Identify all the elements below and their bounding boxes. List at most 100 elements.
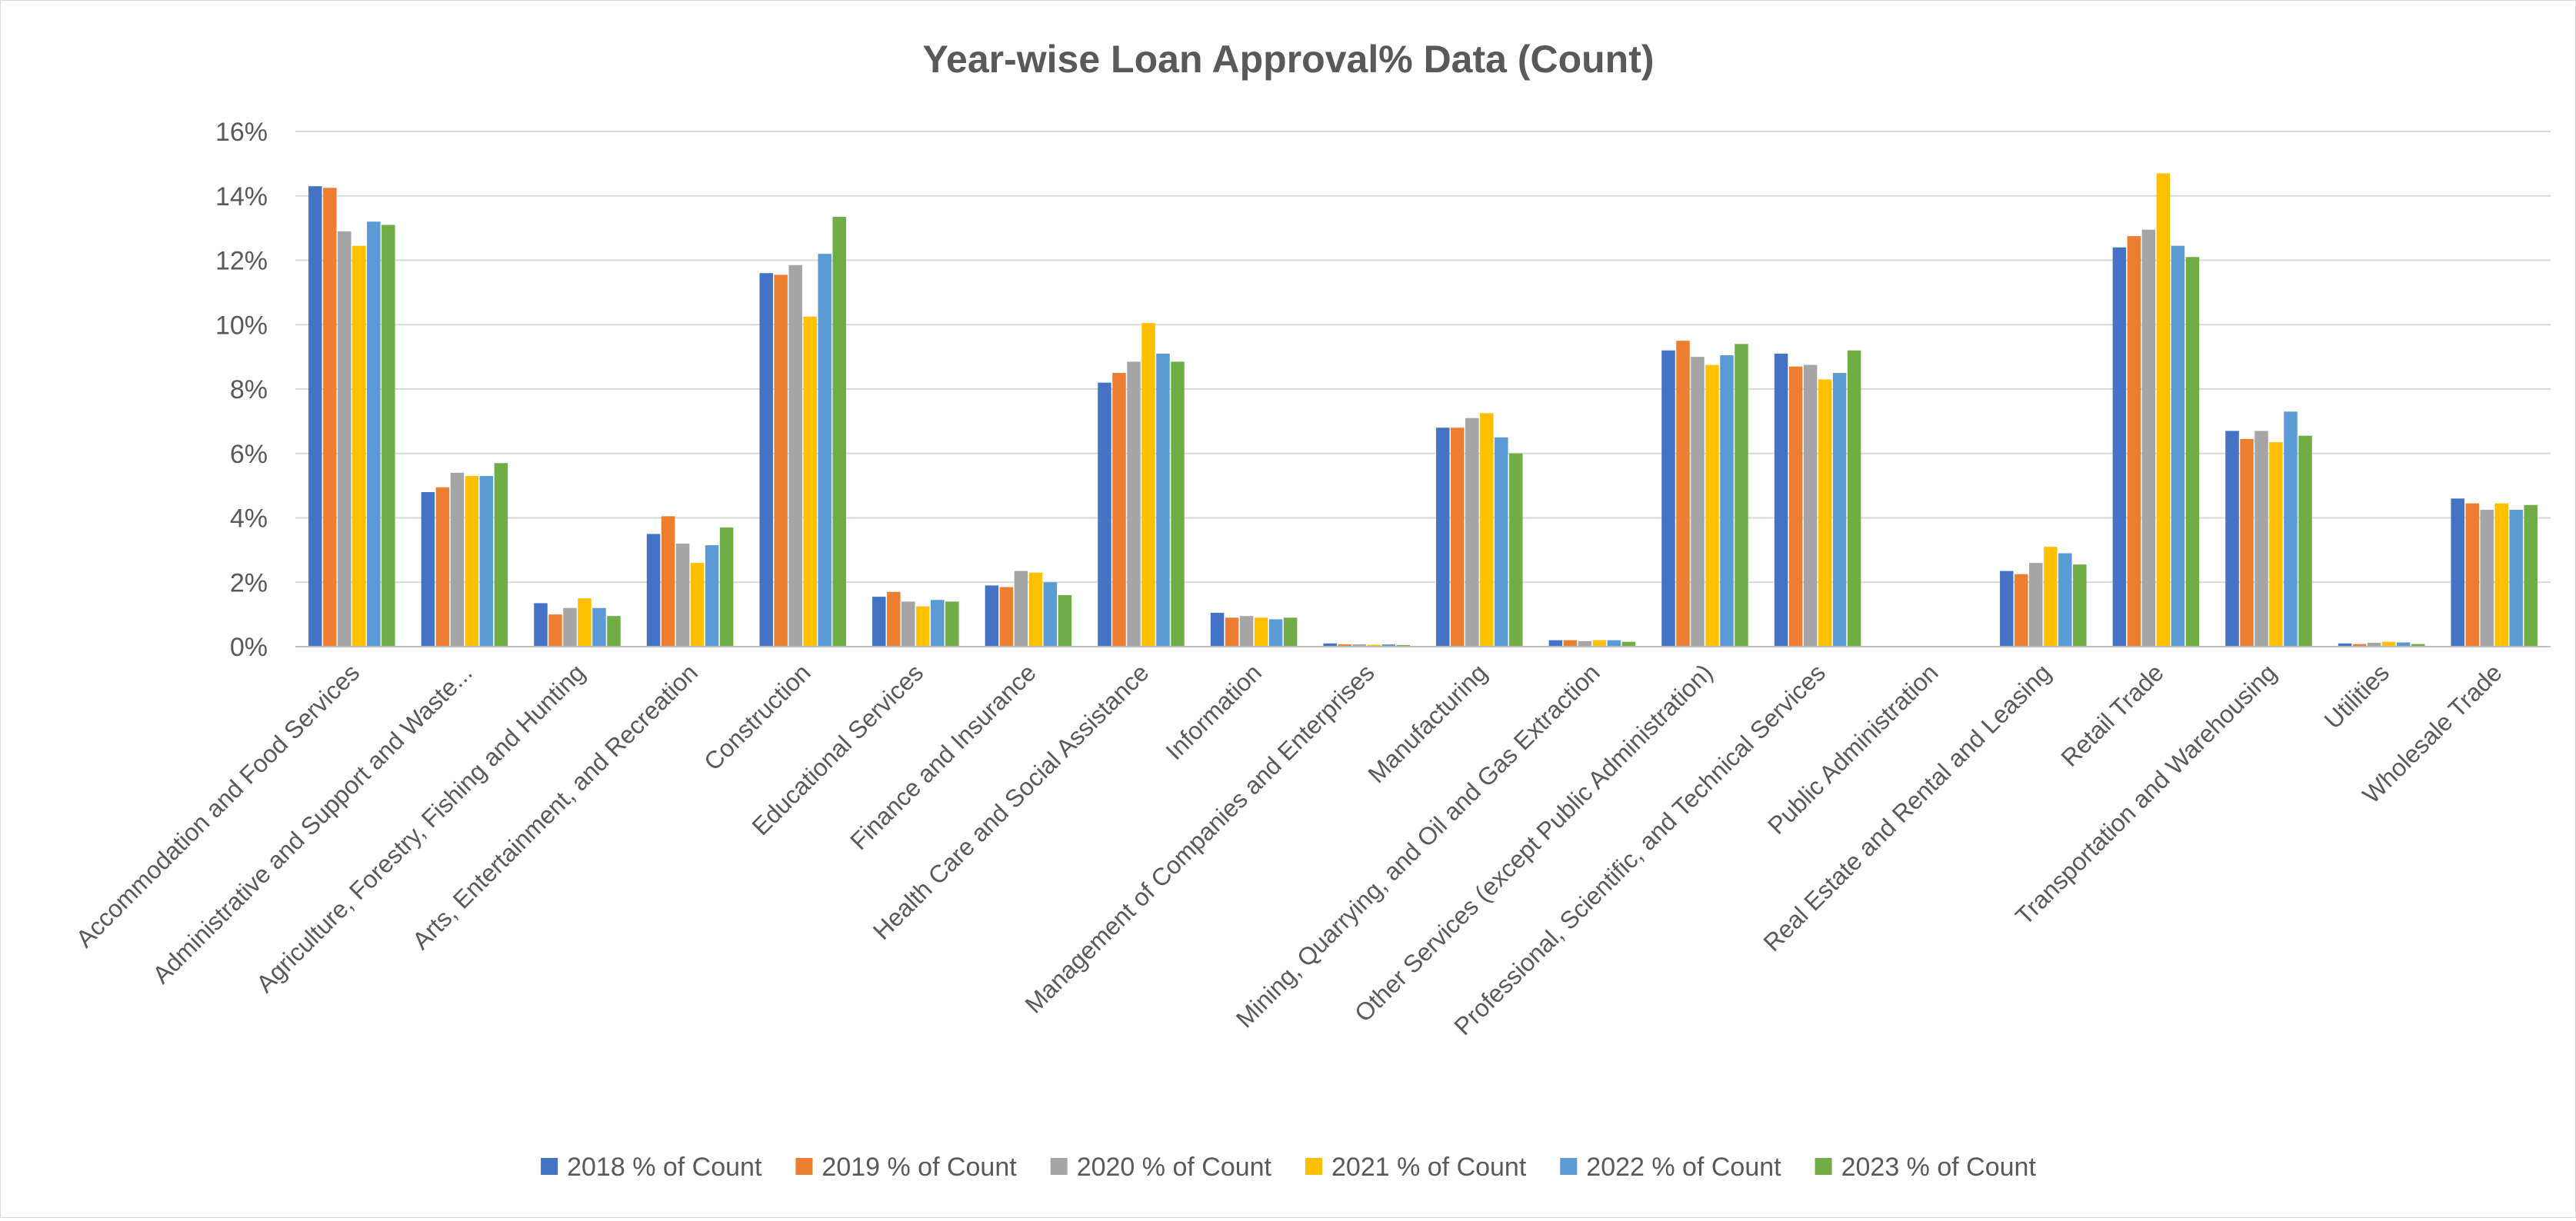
y-tick-label: 6% [230, 440, 268, 469]
bar [2171, 245, 2185, 647]
bar [2112, 247, 2127, 647]
bar [2269, 442, 2283, 647]
bar [872, 597, 886, 647]
bar [1283, 617, 1298, 647]
bar [2451, 498, 2464, 647]
bar [1607, 640, 1621, 647]
legend-item: 2019 % of Count [795, 1153, 1017, 1182]
legend-swatch [1815, 1158, 1832, 1175]
bar [1480, 413, 1494, 647]
x-tick-label: Utilities [2319, 658, 2394, 734]
bar [1043, 582, 1058, 647]
legend-label: 2022 % of Count [1586, 1153, 1781, 1182]
bar [1141, 323, 1155, 647]
bar [1705, 364, 1719, 647]
bar [2141, 229, 2156, 647]
bar [1803, 364, 1818, 647]
bar [2298, 435, 2312, 647]
bar [323, 188, 337, 647]
legend-item: 2018 % of Count [541, 1153, 762, 1182]
bar [690, 563, 705, 647]
y-tick-label: 0% [230, 633, 268, 662]
bar [1548, 640, 1563, 647]
bar [916, 606, 930, 647]
bar [661, 516, 675, 647]
bar [2509, 510, 2523, 647]
bar [1225, 617, 1239, 647]
x-tick-label: Manufacturing [1362, 658, 1492, 788]
y-axis-ticks: 0% 2% 4% 6% 8% 10% 12% 14% 16% [215, 118, 268, 662]
bars [308, 173, 2538, 647]
bar [999, 587, 1014, 647]
bar [2127, 236, 2141, 647]
bar [2381, 641, 2396, 647]
bar [1058, 595, 1072, 647]
bar [1127, 361, 1141, 647]
bar [2225, 431, 2239, 647]
bar [1720, 355, 1734, 647]
bar [2352, 644, 2367, 647]
bar [338, 231, 352, 647]
bar [2465, 503, 2479, 647]
bar [1451, 428, 1465, 647]
bar [1268, 619, 1283, 647]
bar [435, 487, 450, 647]
bar [2524, 504, 2538, 647]
legend: 2018 % of Count 2019 % of Count 2020 % of … [541, 1153, 2036, 1182]
bar [352, 245, 366, 647]
bar [2058, 553, 2072, 647]
bar [1112, 373, 1126, 647]
bar [788, 264, 802, 647]
bar [1254, 617, 1268, 647]
bar [2185, 257, 2200, 647]
bar [1832, 373, 1847, 647]
y-tick-label: 12% [215, 247, 268, 276]
bar [818, 254, 831, 647]
bar [985, 585, 999, 647]
bar [2396, 642, 2411, 647]
bar [1014, 571, 1028, 647]
bar [2240, 438, 2254, 647]
bar [2367, 642, 2381, 647]
bar [548, 614, 562, 647]
bar [931, 600, 945, 647]
bar [578, 598, 592, 647]
legend-label: 2019 % of Count [821, 1153, 1017, 1182]
bar [308, 186, 322, 647]
bar [2338, 643, 2352, 647]
bar [1028, 572, 1043, 647]
bar [1592, 640, 1607, 647]
bar [2156, 173, 2171, 647]
legend-swatch [1560, 1158, 1578, 1175]
bar [2000, 571, 2014, 647]
bar [1239, 616, 1254, 647]
bar [465, 476, 479, 647]
y-tick-label: 10% [215, 311, 268, 340]
bar [1098, 382, 1111, 647]
legend-label: 2023 % of Count [1841, 1153, 2037, 1182]
legend-item: 2021 % of Count [1305, 1153, 1527, 1182]
bar [1509, 453, 1523, 647]
bar [2494, 503, 2508, 647]
legend-label: 2018 % of Count [567, 1153, 762, 1182]
bar [2254, 431, 2268, 647]
bar [607, 616, 621, 647]
bar [2014, 574, 2028, 647]
bar [450, 472, 465, 647]
bar [1735, 344, 1748, 647]
bar [1563, 640, 1578, 647]
bar [1691, 357, 1705, 647]
gridlines [295, 131, 2551, 584]
bar [1156, 353, 1170, 647]
legend-item: 2022 % of Count [1560, 1153, 1781, 1182]
bar [1774, 353, 1788, 647]
x-tick-label: Retail Trade [2055, 658, 2168, 771]
bar [1171, 361, 1185, 647]
bar [774, 274, 788, 647]
x-tick-label: Professional, Scientific, and Technical … [1448, 658, 1831, 1040]
bar [382, 225, 395, 647]
legend-swatch [541, 1158, 558, 1175]
bar [421, 492, 435, 647]
